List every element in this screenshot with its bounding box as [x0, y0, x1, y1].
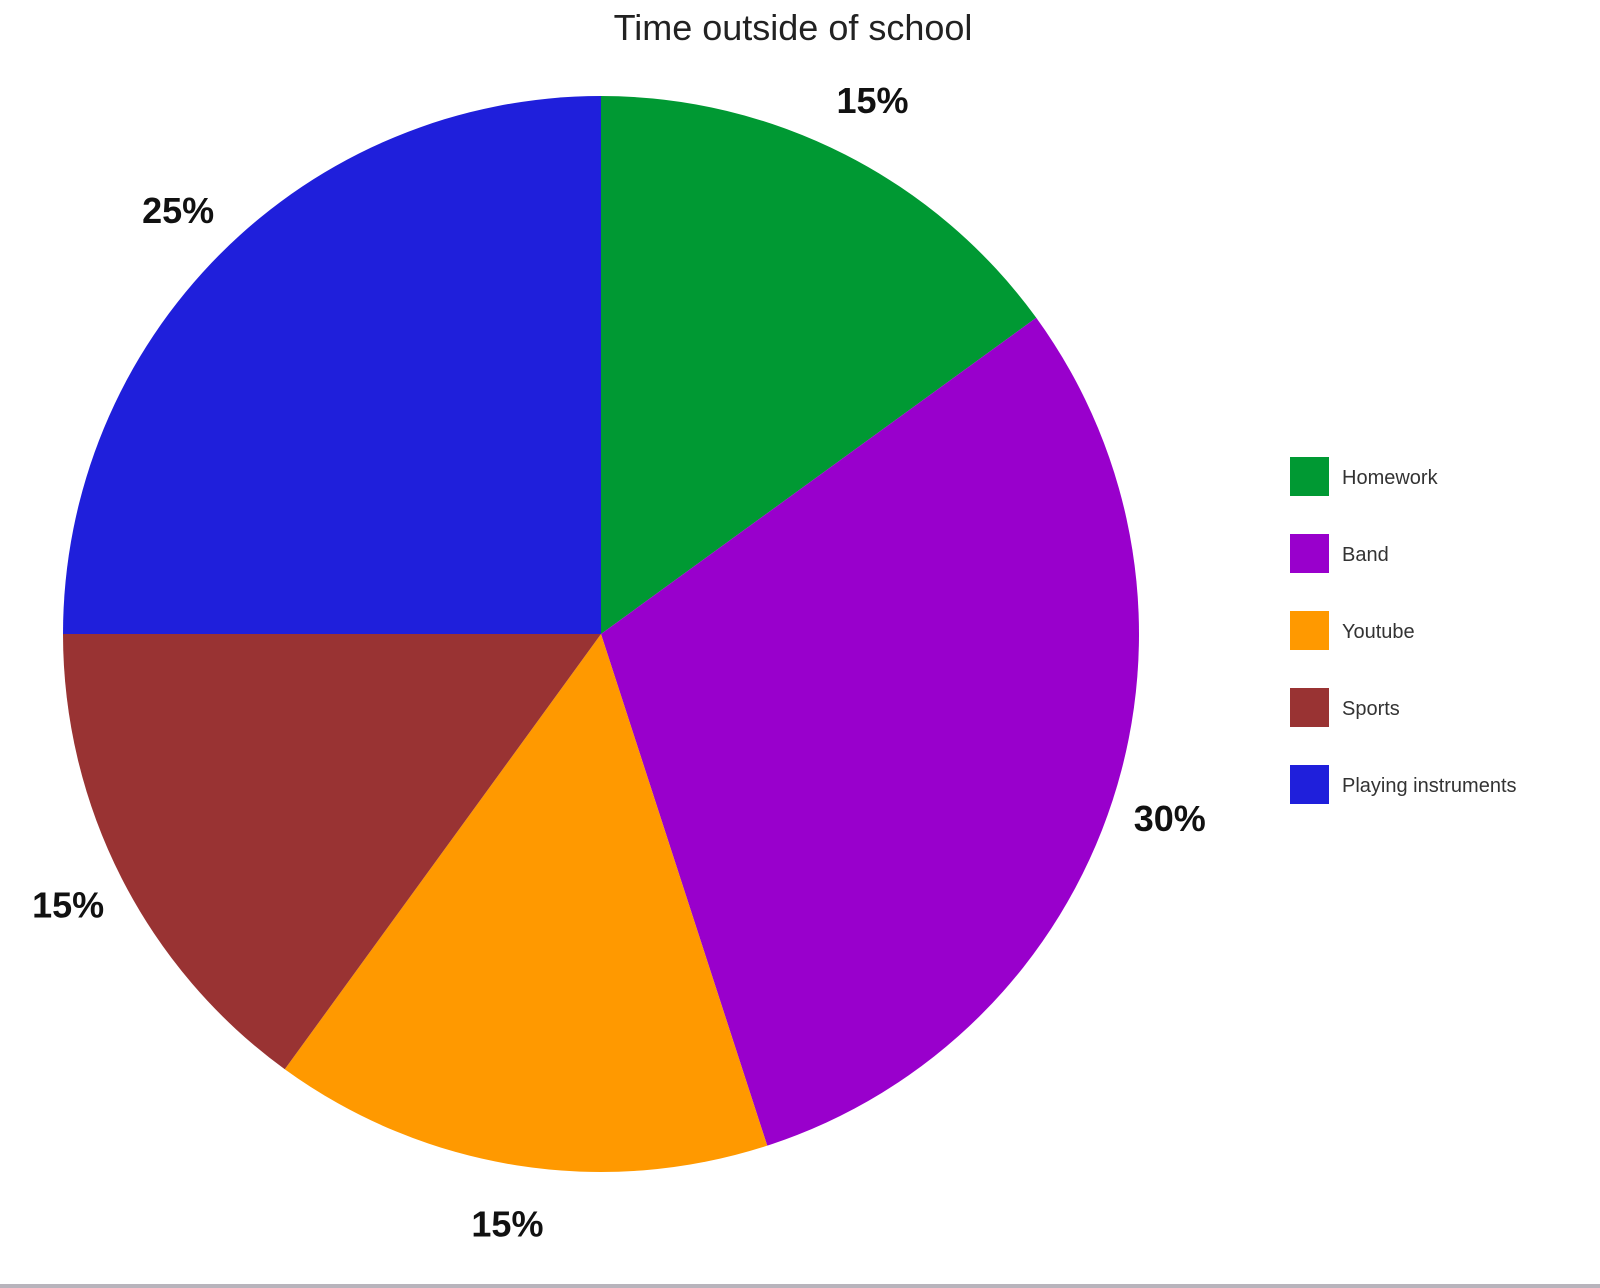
- legend-label: Band: [1342, 544, 1389, 566]
- data-label: 30%: [1134, 798, 1206, 839]
- legend-label: Sports: [1342, 698, 1400, 720]
- legend-label: Homework: [1342, 467, 1439, 489]
- legend-swatch: [1290, 611, 1329, 650]
- pie-slice-sports: [63, 634, 601, 1070]
- legend-swatch: [1290, 688, 1329, 727]
- legend: Homework Band Youtube Sports Playing instrum…: [1290, 457, 1517, 804]
- legend-swatch: [1290, 765, 1329, 804]
- pie-slice-playing-instruments: [63, 96, 601, 634]
- pie-slice-band: [601, 317, 1139, 1146]
- legend-label: Playing instruments: [1342, 775, 1517, 797]
- data-label: 15%: [836, 80, 908, 121]
- data-label: 25%: [142, 190, 214, 231]
- legend-swatch: [1290, 534, 1329, 573]
- pie-slice-homework: [601, 96, 1037, 634]
- legend-swatch: [1290, 457, 1329, 496]
- legend-label: Youtube: [1342, 621, 1415, 643]
- data-label: 15%: [471, 1204, 543, 1245]
- data-label: 15%: [32, 884, 104, 925]
- pie-slice-youtube: [284, 634, 768, 1172]
- chart-title: Time outside of school: [614, 7, 973, 48]
- divider: [0, 1284, 1600, 1288]
